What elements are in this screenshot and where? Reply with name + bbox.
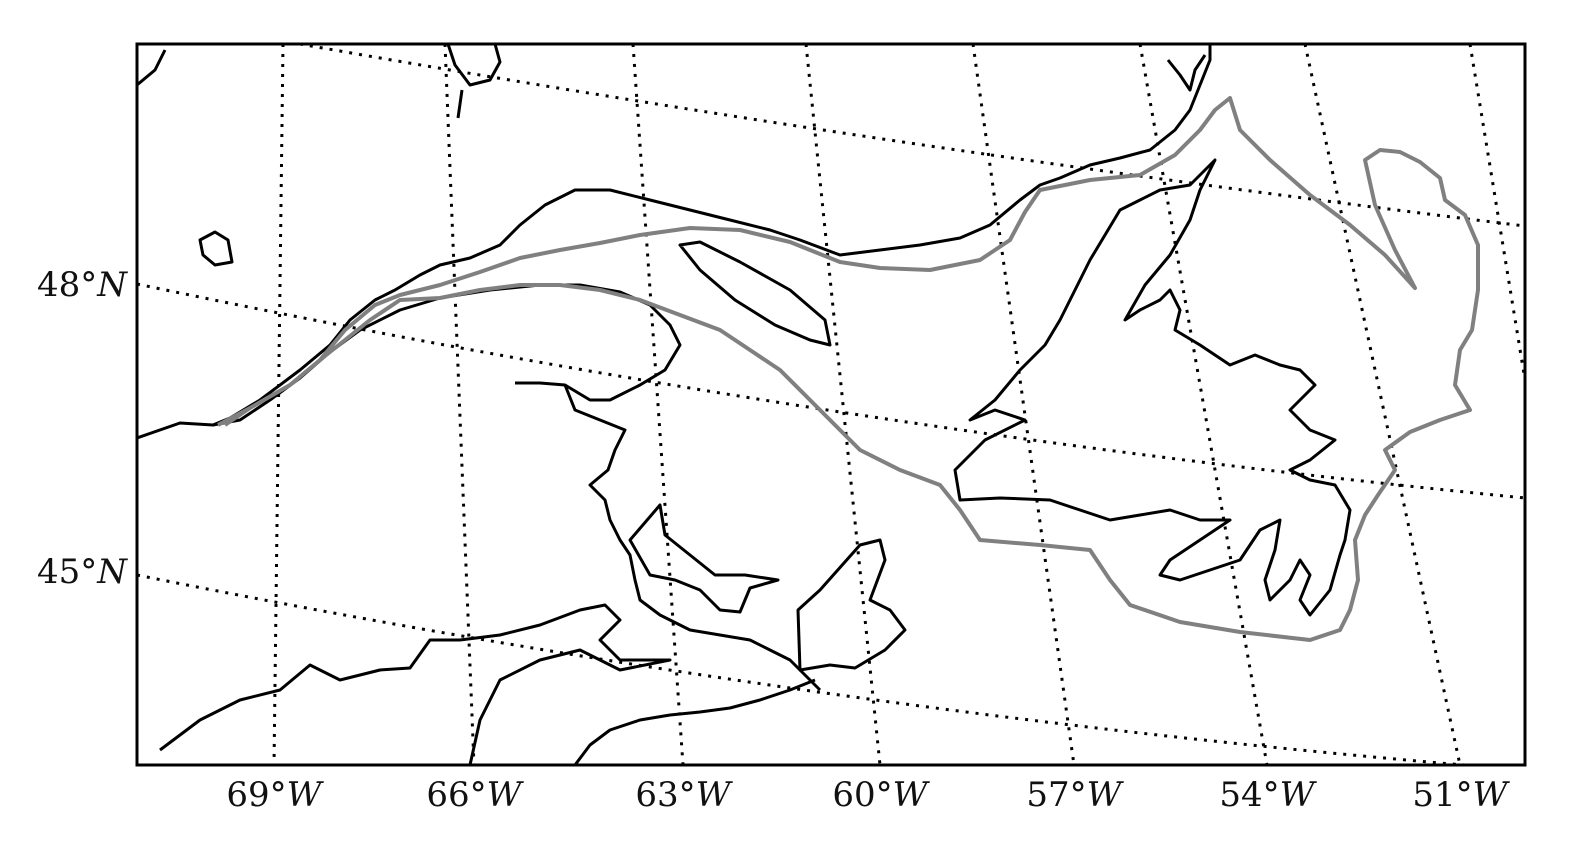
longitude-labels: 69°W 66°W 63°W 60°W 57°W 54°W 51°W: [226, 775, 1510, 815]
lon-label-66w: 66°W: [426, 775, 524, 815]
meridian-51w: [1303, 44, 1462, 765]
map-frame: [135, 42, 1527, 767]
meridian-57w: [971, 44, 1076, 765]
parallel-45n: [137, 573, 1482, 765]
meridian-69w: [272, 44, 285, 765]
coastline-quebec-north-shore: [212, 44, 1212, 427]
lat-label-45n: 45°N: [37, 552, 128, 592]
meridian-48w: [1468, 44, 1525, 381]
lon-label-51w: 51°W: [1412, 775, 1510, 815]
lon-label-69w: 69°W: [226, 775, 324, 815]
parallel-51n: [299, 44, 1525, 228]
coastline-newfoundland: [953, 158, 1352, 617]
coastline-prince-edward-island: [628, 503, 780, 614]
meridian-60w: [804, 44, 882, 765]
coastline-new-brunswick: [563, 384, 822, 692]
lon-label-60w: 60°W: [832, 775, 930, 815]
meridian-66w: [443, 44, 476, 765]
coastline-nw-fragment: [137, 49, 167, 87]
coastline-labrador-fragment: [1166, 54, 1207, 92]
lat-label-48n: 48°N: [37, 265, 128, 305]
coastline-nova-scotia: [573, 678, 816, 765]
lon-label-63w: 63°W: [635, 775, 733, 815]
coastline-cape-breton: [796, 538, 907, 672]
meridian-63w: [631, 44, 685, 765]
coastline-gulf-of-maine: [159, 603, 672, 765]
grey-track-line: [217, 96, 1480, 642]
coastline-small-island: [198, 230, 234, 267]
lon-label-57w: 57°W: [1026, 775, 1124, 815]
coastlines: [137, 44, 1352, 765]
coastline-anticosti-island: [678, 240, 832, 347]
latitude-labels: 48°N 45°N: [37, 265, 128, 592]
lon-label-54w: 54°W: [1219, 775, 1317, 815]
map-content: [137, 44, 1525, 765]
coastline-lake-fragment: [446, 44, 502, 119]
